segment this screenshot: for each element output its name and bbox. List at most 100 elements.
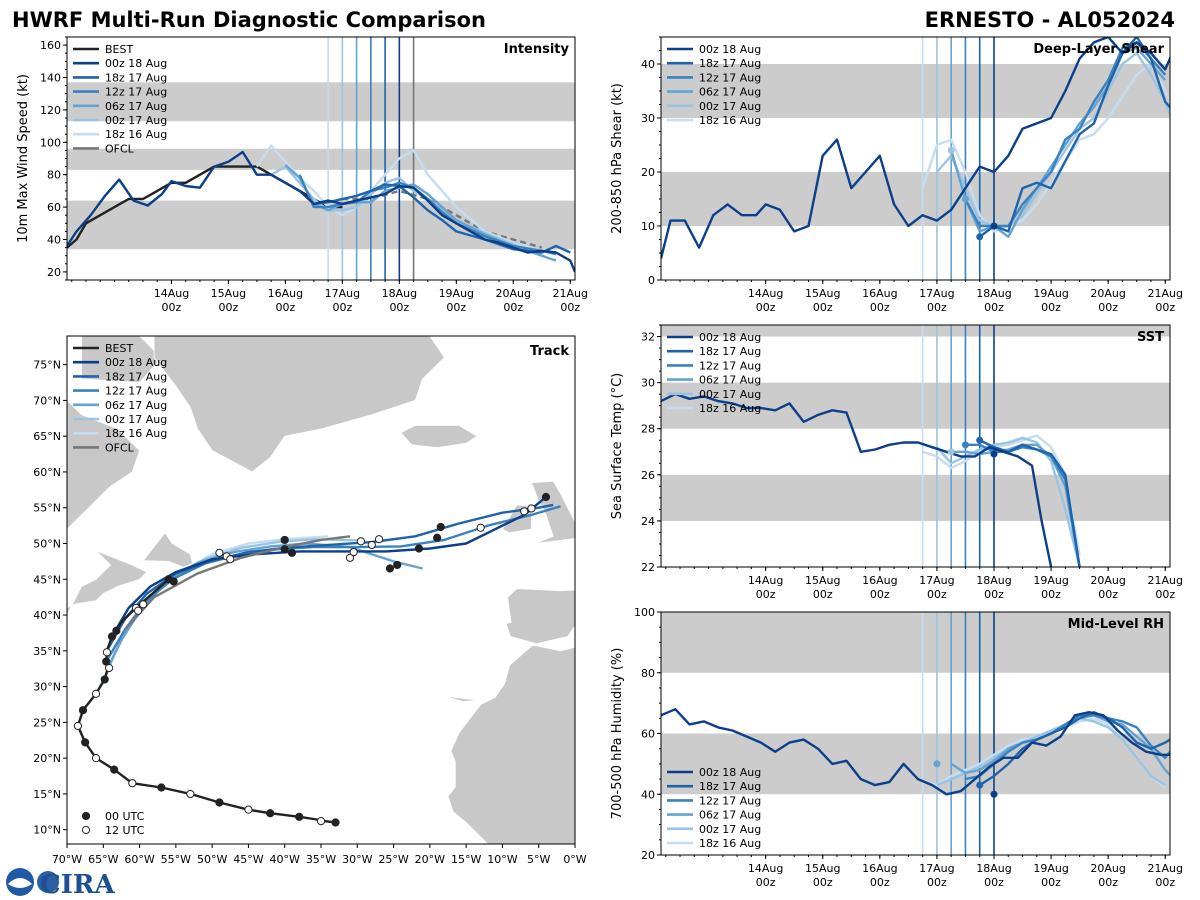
sst-series-18z-17-aug: [979, 439, 1081, 567]
rh-legend-label-18z-17-aug: 18z 17 Aug: [699, 780, 761, 793]
rh-title: Mid-Level RH: [1068, 617, 1164, 632]
intensity-legend-label-18z-16-aug: 18z 16 Aug: [105, 128, 167, 141]
track-legend-marker-label-12-utc: 12 UTC: [105, 824, 145, 837]
sst-marker-0: [947, 448, 955, 456]
rh-xtick-day-3: 17Aug: [919, 862, 954, 875]
track-xtick-label-6: 40°W: [270, 853, 300, 866]
track-legend-label-12z-17-aug: 12z 17 Aug: [105, 385, 167, 398]
track-position-marker: [134, 606, 143, 615]
land-iberia: [505, 588, 575, 645]
track-ytick-label-4: 30°N: [33, 681, 61, 694]
track-position-marker: [128, 779, 137, 788]
intensity-xtick-day-3: 17Aug: [325, 287, 360, 300]
track-xtick-label-7: 35°W: [306, 853, 336, 866]
rh-band-1: [661, 612, 1170, 673]
track-ytick-label-7: 45°N: [33, 573, 61, 586]
intensity-legend-label-18z-17-aug: 18z 17 Aug: [105, 71, 167, 84]
shear-legend-label-00z-17-aug: 00z 17 Aug: [699, 100, 761, 113]
intensity-ytick-label-1: 40: [47, 234, 61, 247]
shear-marker-1: [961, 195, 969, 203]
rh-plot-area: [661, 612, 1170, 855]
track-ytick-label-3: 25°N: [33, 716, 61, 729]
intensity-xtick-day-0: 14Aug: [154, 287, 189, 300]
track-position-marker: [349, 547, 358, 557]
track-position-marker: [280, 545, 289, 554]
sst-band-1: [661, 382, 1170, 429]
cira-globe-icon: [37, 871, 59, 893]
intensity-series-12z-17-aug: [298, 174, 557, 256]
sst-plot-area: [661, 325, 1170, 567]
track-xtick-label-14: 0°W: [563, 853, 586, 866]
rh-series-18z-17-aug: [979, 711, 1170, 787]
track-legend-label-00z-17-aug: 00z 17 Aug: [105, 413, 167, 426]
track-legend-label-18z-16-aug: 18z 16 Aug: [105, 427, 167, 440]
sst-title: SST: [1137, 330, 1164, 345]
intensity-ytick-label-7: 160: [40, 39, 61, 52]
track-xtick-label-2: 60°W: [124, 853, 154, 866]
shear-xtick-day-1: 15Aug: [805, 287, 840, 300]
intensity-xtick-hour-1: 00z: [219, 301, 239, 314]
track-xtick-label-9: 25°W: [378, 853, 408, 866]
shear-xtick-hour-7: 00z: [1155, 301, 1175, 314]
intensity-band-2: [67, 82, 575, 122]
track-ytick-label-13: 75°N: [33, 359, 61, 372]
track-xtick-label-10: 20°W: [415, 853, 445, 866]
intensity-xtick-day-4: 18Aug: [382, 287, 417, 300]
storm-id-title: ERNESTO - AL052024: [925, 8, 1175, 32]
rh-ytick-label-4: 100: [634, 606, 655, 619]
track-ytick-label-8: 50°N: [33, 537, 61, 550]
track-position-marker: [414, 544, 424, 553]
shear-series-18z-16-aug: [921, 62, 1170, 233]
track-legend-label-18z-17-aug: 18z 17 Aug: [105, 370, 167, 383]
sst-legend-label-00z-18-aug: 00z 18 Aug: [699, 331, 761, 344]
shear-xtick-day-7: 21Aug: [1148, 287, 1183, 300]
track-position-marker: [81, 738, 90, 747]
intensity-ylabel: 10m Max Wind Speed (kt): [16, 74, 31, 243]
track-position-marker: [112, 626, 121, 635]
rh-band-0: [661, 733, 1170, 795]
shear-legend-label-18z-16-aug: 18z 16 Aug: [699, 114, 761, 127]
track-legend-label-06z-17-aug: 06z 17 Aug: [105, 399, 167, 412]
intensity-xtick-hour-4: 00z: [389, 301, 409, 314]
track-position-marker: [169, 577, 178, 586]
track-xtick-label-3: 55°W: [161, 853, 191, 866]
track-position-marker: [295, 812, 304, 821]
shear-xtick-hour-0: 00z: [756, 301, 776, 314]
land-greenland: [153, 336, 445, 473]
intensity-legend-label-12z-17-aug: 12z 17 Aug: [105, 86, 167, 99]
rh-xtick-day-0: 14Aug: [748, 862, 783, 875]
intensity-series-00z-18-aug: [67, 150, 575, 273]
rh-series-00z-18-aug: [661, 708, 1170, 796]
intensity-xtick-hour-2: 00z: [276, 301, 296, 314]
shear-ytick-label-3: 30: [641, 112, 655, 125]
intensity-legend-label-00z-17-aug: 00z 17 Aug: [105, 114, 167, 127]
track-legend-label-best: BEST: [105, 342, 133, 355]
shear-xtick-day-3: 17Aug: [919, 287, 954, 300]
rh-xtick-day-2: 16Aug: [862, 862, 897, 875]
track-ytick-label-1: 15°N: [33, 788, 61, 801]
track-ytick-label-11: 65°N: [33, 430, 61, 443]
rh-ylabel: 700-500 hPa Humidity (%): [610, 648, 625, 820]
sst-series-18z-16-aug: [922, 434, 1081, 556]
rh-panel: 2040608010014Aug00z15Aug00z16Aug00z17Aug…: [610, 606, 1183, 889]
track-ytick-label-9: 55°N: [33, 502, 61, 515]
intensity-xtick-hour-3: 00z: [332, 301, 352, 314]
shear-title: Deep-Layer Shear: [1033, 42, 1164, 57]
intensity-panel: 2040608010012014016014Aug00z15Aug00z16Au…: [16, 36, 588, 314]
shear-ytick-label-2: 20: [641, 166, 655, 179]
intensity-legend-label-best: BEST: [105, 43, 133, 56]
track-xtick-label-13: 5°W: [527, 853, 550, 866]
sst-xtick-day-6: 20Aug: [1090, 574, 1125, 587]
track-position-marker: [73, 721, 82, 731]
sst-series-00z-17-aug: [936, 436, 1081, 567]
track-position-marker: [266, 809, 275, 818]
sst-legend-label-18z-17-aug: 18z 17 Aug: [699, 345, 761, 358]
track-position-marker: [102, 657, 111, 666]
track-position-marker: [186, 789, 195, 799]
track-position-marker: [356, 537, 366, 546]
track-position-marker: [436, 522, 445, 532]
intensity-xtick-day-6: 20Aug: [496, 287, 531, 300]
track-position-marker: [541, 492, 551, 502]
sst-xtick-day-5: 19Aug: [1033, 574, 1068, 587]
track-ytick-label-0: 10°N: [33, 824, 61, 837]
